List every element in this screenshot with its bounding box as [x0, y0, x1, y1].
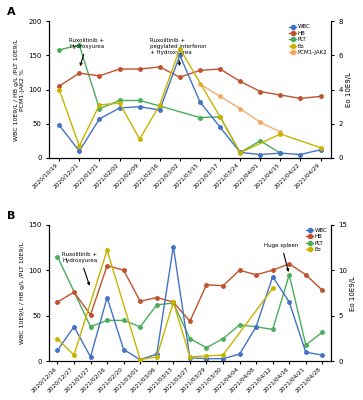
Text: Ruxolitinib +
pegylated interferon
+ Hydroxyurea: Ruxolitinib + pegylated interferon + Hyd… [150, 38, 206, 65]
Legend: WBC, HB, PLT, Eo, PCM1-JAK2: WBC, HB, PLT, Eo, PCM1-JAK2 [289, 24, 328, 56]
Legend: WBC, HB, PLT, Eo: WBC, HB, PLT, Eo [306, 227, 328, 253]
Y-axis label: WBC 10E9/L / HB g/L /PLT 10E9/L: WBC 10E9/L / HB g/L /PLT 10E9/L [20, 242, 25, 344]
Text: Ruxolitinib +
Hydroxyurea: Ruxolitinib + Hydroxyurea [62, 252, 98, 285]
Y-axis label: Eo 10E9/L: Eo 10E9/L [350, 276, 356, 310]
Text: B: B [7, 210, 15, 220]
Text: A: A [7, 7, 16, 17]
Text: Ruxolitinib +
Hydroxyurea: Ruxolitinib + Hydroxyurea [69, 38, 105, 65]
Y-axis label: Eo 10E9/L: Eo 10E9/L [346, 72, 351, 107]
Y-axis label: WBC 10E9/L / HB g/L /PLT 10E9/L
PCM1-JAK2 %: WBC 10E9/L / HB g/L /PLT 10E9/L PCM1-JAK… [15, 38, 25, 140]
Text: Huge spleen: Huge spleen [264, 243, 299, 271]
